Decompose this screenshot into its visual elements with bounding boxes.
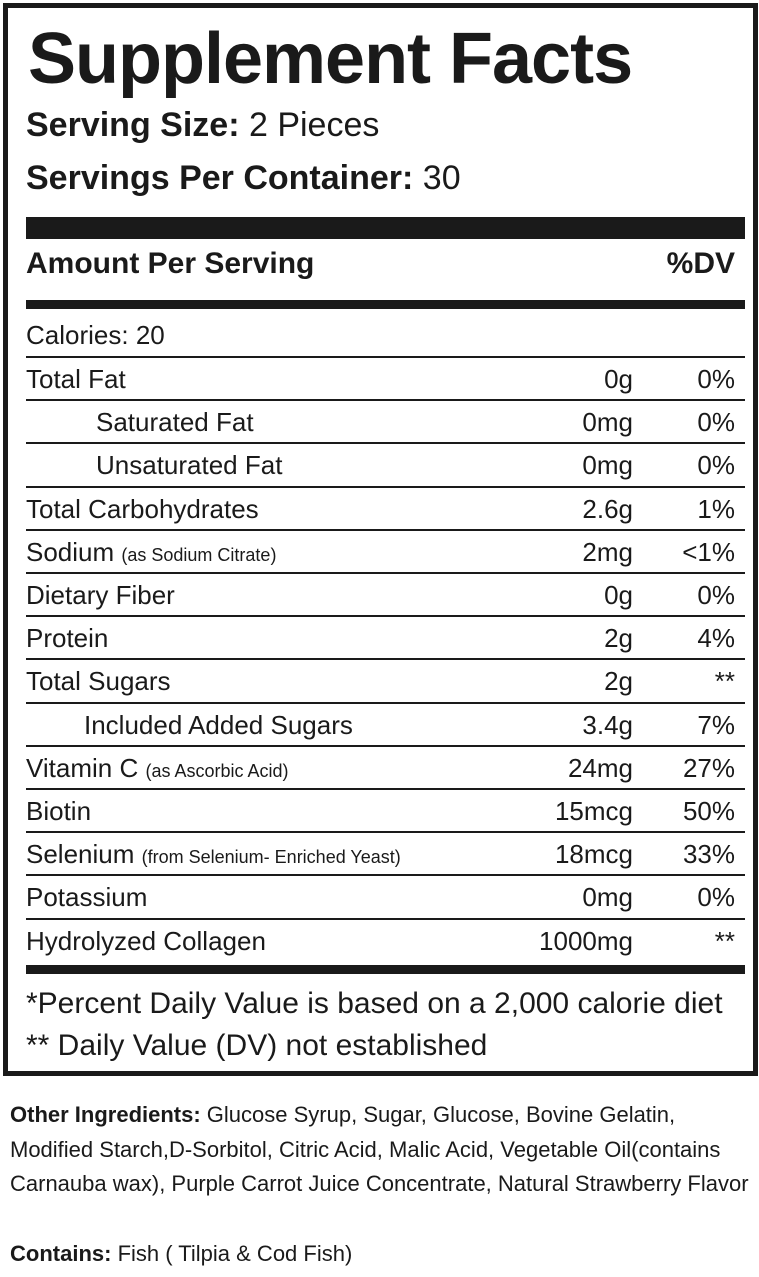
nutrient-label: Potassium — [26, 882, 148, 913]
nutrient-dv: ** — [714, 925, 735, 956]
nutrient-amount: 0mg — [582, 450, 633, 481]
servings-per-container-value: 30 — [413, 159, 461, 197]
nutrient-amount: 0g — [604, 580, 633, 610]
nutrient-dv: 33% — [682, 839, 735, 870]
nutrient-amount: 3.4g — [582, 709, 633, 740]
nutrient-dv: 7% — [697, 709, 735, 740]
nutrient-amount: 0mg — [582, 882, 633, 913]
serving-size-value: 2 Pieces — [239, 106, 380, 144]
nutrient-label: Total Fat — [26, 364, 126, 394]
nutrient-label: Protein — [26, 623, 109, 654]
nutrient-amount: 15mcg — [554, 796, 633, 826]
nutrient-dv: 0% — [697, 882, 735, 913]
nutrient-amount: 2g — [604, 623, 633, 654]
thick-rule-top — [26, 217, 745, 239]
nutrient-row: Saturated Fat 0mg 0% — [26, 399, 745, 444]
nutrient-dv: 0% — [697, 407, 735, 438]
other-ingredients-label: Other Ingredients: — [10, 1102, 201, 1127]
nutrient-dv: <1% — [682, 536, 735, 567]
footnote-dv-not-established: ** Daily Value (DV) not established — [26, 1029, 488, 1062]
nutrient-row: Hydrolyzed Collagen 1000mg ** — [26, 917, 745, 963]
nutrient-row: Unsaturated Fat 0mg 0% — [26, 442, 745, 487]
contains-text: Fish ( Tilpia & Cod Fish) — [111, 1241, 353, 1266]
nutrient-row: Dietary Fiber 0g 0% — [26, 572, 745, 617]
nutrient-label: Dietary Fiber — [26, 580, 175, 610]
nutrient-name: Dietary Fiber — [26, 579, 175, 611]
nutrient-dv: 1% — [697, 493, 735, 524]
nutrient-row: Included Added Sugars 3.4g 7% — [26, 701, 745, 747]
nutrient-label: Biotin — [26, 796, 92, 826]
nutrient-dv: 4% — [697, 623, 735, 654]
servings-per-container-label: Servings Per Container: — [26, 159, 414, 197]
nutrient-row: Protein 2g 4% — [26, 615, 745, 660]
nutrient-dv: 0% — [697, 580, 735, 610]
nutrient-row: Vitamin C (as Ascorbic Acid) 24mg 27% — [26, 744, 745, 790]
nutrient-name: Potassium — [26, 881, 147, 913]
supplement-facts-panel: Supplement Facts Serving Size: 2 Pieces … — [3, 3, 758, 1076]
amount-per-serving-header: Amount Per Serving — [26, 247, 315, 280]
nutrient-amount: 2mg — [582, 536, 633, 567]
nutrient-label: Unsaturated Fat — [96, 450, 283, 481]
nutrient-amount: 1000mg — [539, 925, 633, 956]
nutrient-source-note: (as Ascorbic Acid) — [145, 760, 289, 781]
nutrient-name: Protein — [26, 622, 108, 654]
calories: Calories: 20 — [26, 320, 165, 350]
other-ingredients-text: Glucose Syrup, Sugar, Glucose, Bovine Ge… — [10, 1102, 749, 1196]
serving-size: Serving Size: 2 Pieces — [26, 105, 379, 145]
nutrient-label: Sodium — [26, 536, 115, 567]
nutrient-source-note: (from Selenium- Enriched Yeast) — [141, 847, 401, 868]
nutrient-name: Biotin — [26, 795, 91, 827]
dv-header: %DV — [666, 247, 735, 280]
nutrient-name: Selenium (from Selenium- Enriched Yeast) — [26, 838, 401, 873]
nutrient-name: Vitamin C (as Ascorbic Acid) — [26, 752, 289, 787]
servings-per-container: Servings Per Container: 30 — [26, 158, 461, 198]
nutrient-name: Total Sugars — [26, 665, 171, 697]
nutrient-label: Saturated Fat — [96, 407, 254, 438]
contains-label: Contains: — [10, 1241, 112, 1266]
nutrient-dv: ** — [714, 666, 735, 697]
nutrient-label: Total Sugars — [26, 666, 171, 697]
nutrient-dv: 50% — [682, 796, 735, 826]
nutrient-source-note: (as Sodium Citrate) — [121, 544, 277, 565]
nutrient-name: Total Carbohydrates — [26, 493, 259, 525]
serving-size-label: Serving Size: — [26, 106, 240, 144]
footnote-percent-dv: *Percent Daily Value is based on a 2,000… — [26, 987, 723, 1020]
nutrient-row: Sodium (as Sodium Citrate) 2mg <1% — [26, 528, 745, 574]
nutrient-amount: 2.6g — [582, 493, 633, 524]
nutrient-row: Selenium (from Selenium- Enriched Yeast)… — [26, 831, 745, 876]
nutrient-label: Total Carbohydrates — [26, 493, 259, 524]
allergen-contains: Contains: Fish ( Tilpia & Cod Fish) — [10, 1237, 352, 1271]
nutrient-name: Unsaturated Fat — [96, 449, 282, 481]
nutrient-amount: 0g — [604, 364, 633, 394]
nutrient-row: Total Carbohydrates 2.6g 1% — [26, 485, 745, 531]
nutrient-amount: 24mg — [567, 752, 633, 783]
thick-rule-header — [26, 300, 745, 309]
thick-rule-bottom — [26, 965, 745, 974]
nutrient-label: Vitamin C — [26, 752, 139, 783]
nutrient-name: Total Fat — [26, 363, 126, 395]
nutrient-dv: 0% — [697, 450, 735, 481]
nutrient-amount: 2g — [604, 666, 633, 697]
nutrient-row: Total Fat 0g 0% — [26, 356, 745, 401]
other-ingredients: Other Ingredients: Glucose Syrup, Sugar,… — [10, 1098, 750, 1202]
nutrient-amount: 18mcg — [554, 839, 633, 870]
nutrient-amount: 0mg — [582, 407, 633, 438]
nutrient-dv: 27% — [682, 752, 735, 783]
nutrient-row: Potassium 0mg 0% — [26, 874, 745, 919]
nutrient-name: Saturated Fat — [96, 406, 254, 438]
nutrient-name: Included Added Sugars — [84, 709, 353, 741]
panel-title: Supplement Facts — [28, 19, 633, 99]
nutrient-row: Total Sugars 2g ** — [26, 658, 745, 703]
nutrient-label: Hydrolyzed Collagen — [26, 925, 266, 956]
nutrient-label: Included Added Sugars — [84, 709, 353, 740]
nutrient-name: Sodium (as Sodium Citrate) — [26, 536, 276, 571]
nutrient-label: Selenium — [26, 839, 135, 870]
nutrient-dv: 0% — [697, 364, 735, 394]
nutrient-name: Hydrolyzed Collagen — [26, 925, 266, 957]
nutrient-row: Biotin 15mcg 50% — [26, 788, 745, 833]
